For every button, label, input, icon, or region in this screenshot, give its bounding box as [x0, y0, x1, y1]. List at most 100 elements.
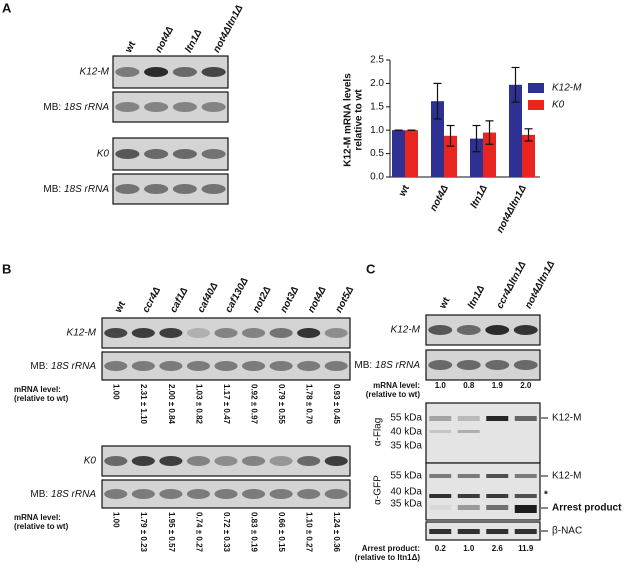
- band: [104, 456, 128, 466]
- arrest-row-label: Arrest product:: [362, 544, 420, 553]
- band: [486, 474, 509, 478]
- band: [456, 325, 481, 335]
- legend-label: K0: [552, 100, 565, 111]
- level-value: 2.0: [520, 381, 532, 390]
- arrest-value: 2.6: [492, 544, 504, 553]
- level-value: 1.03 ± 0.82: [194, 384, 203, 425]
- lane-label: not4Δ: [153, 25, 176, 55]
- loading-name: 18S rRNA: [375, 360, 420, 371]
- band: [172, 67, 197, 77]
- band-label: K12-M: [552, 471, 581, 482]
- lane-label: ltn1Δ: [466, 284, 487, 311]
- band: [269, 489, 293, 499]
- band: [324, 328, 348, 338]
- level-value: 0.72 ± 0.33: [222, 512, 231, 553]
- marker-label: 40 kDa: [390, 487, 422, 498]
- band: [456, 360, 481, 370]
- lane-label: ltn1Δ: [183, 28, 204, 55]
- level-label: (relative to wt): [14, 394, 69, 403]
- probe-label: K12-M: [80, 67, 110, 78]
- panel-label: B: [2, 261, 11, 276]
- band: [159, 328, 183, 338]
- band: [159, 361, 183, 371]
- level-value: 0.8: [463, 381, 475, 390]
- band: [214, 328, 238, 338]
- level-value: 1.78 ± 0.70: [305, 384, 314, 425]
- blot: [425, 402, 541, 464]
- band: [429, 505, 452, 510]
- loading-prefix: MB:: [30, 489, 48, 500]
- level-value: 1.0: [435, 381, 447, 390]
- loading-name: 18S rRNA: [51, 489, 96, 500]
- band: [159, 489, 183, 499]
- band: [324, 361, 348, 371]
- band: [485, 360, 510, 370]
- band: [201, 67, 226, 77]
- band: [186, 489, 211, 499]
- band: [269, 361, 293, 371]
- band: [201, 102, 226, 112]
- lane-label: not4Δltn1Δ: [523, 259, 557, 311]
- level-value: 0.66 ± 0.15: [277, 512, 286, 553]
- band: [131, 361, 155, 371]
- lane-label: wt: [437, 295, 453, 311]
- loading-prefix: MB:: [30, 361, 48, 372]
- error-bar: [485, 120, 494, 145]
- lane-label: ccr4Δ: [141, 285, 164, 315]
- band: [186, 328, 211, 338]
- level-value: 1.10 ± 0.27: [305, 512, 314, 553]
- marker-label: 55 kDa: [390, 471, 422, 482]
- loading-prefix: MB:: [43, 102, 61, 113]
- band: [297, 361, 321, 371]
- band: [104, 489, 128, 499]
- probe-label: K0: [84, 456, 97, 467]
- band: [214, 456, 238, 466]
- loading-prefix: MB:: [354, 360, 372, 371]
- band: [172, 102, 197, 112]
- band: [144, 184, 169, 194]
- y-axis-label: K12-M mRNA levels: [343, 73, 354, 167]
- band: [115, 149, 140, 159]
- band: [457, 505, 480, 510]
- band: [457, 430, 480, 433]
- level-label: (relative to wt): [14, 522, 69, 531]
- bar: [431, 101, 444, 177]
- lane-label: caf1Δ: [168, 286, 190, 315]
- marker-label: 35 kDa: [390, 499, 422, 510]
- band: [429, 430, 452, 433]
- band: [513, 325, 538, 335]
- x-tick-label: not4Δltn1Δ: [495, 183, 529, 235]
- loading-name: 18S rRNA: [51, 361, 96, 372]
- level-value: 1.95 ± 0.57: [167, 512, 176, 553]
- band: [429, 529, 452, 534]
- band: [115, 102, 140, 112]
- band: [514, 474, 537, 478]
- band: [131, 456, 155, 466]
- level-value: 0.83 ± 0.19: [249, 512, 258, 553]
- band: [457, 494, 480, 498]
- band-label: K12-M: [552, 413, 581, 424]
- band: [115, 67, 140, 77]
- lane-label: caf130Δ: [223, 276, 251, 315]
- error-bar: [446, 124, 455, 147]
- band: [214, 361, 238, 371]
- level-value: 0.92 ± 0.97: [249, 384, 258, 425]
- band: [429, 494, 452, 498]
- band: [324, 489, 348, 499]
- band: [104, 328, 128, 338]
- band: [131, 489, 155, 499]
- y-tick-label: 2.0: [370, 78, 384, 89]
- band: [201, 149, 226, 159]
- band: [297, 489, 321, 499]
- bar: [509, 84, 522, 177]
- blot: [112, 91, 229, 123]
- band: [486, 529, 509, 534]
- band: [269, 456, 293, 466]
- lane-label: not2Δ: [251, 285, 274, 315]
- star-label: *: [544, 490, 548, 501]
- y-axis-label: relative to wt: [354, 89, 365, 151]
- band: [269, 328, 293, 338]
- y-tick-label: 0.0: [370, 172, 384, 183]
- band: [514, 416, 537, 421]
- band: [186, 361, 211, 371]
